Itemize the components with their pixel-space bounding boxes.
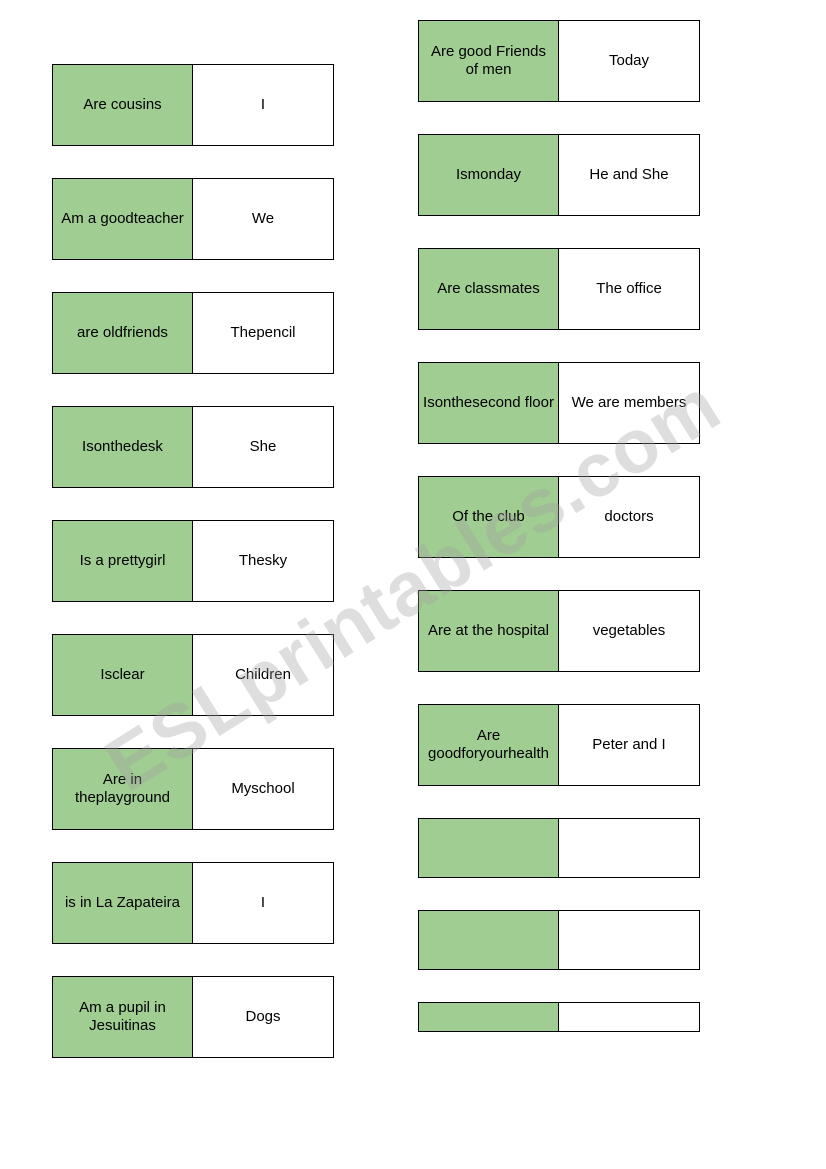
domino-right-half: The office	[559, 249, 699, 329]
domino-left-half: Isonthesecond floor	[419, 363, 559, 443]
domino-left-half	[419, 819, 559, 877]
domino-right-half: Thesky	[193, 521, 333, 601]
right-column: Are good Friends of menTodayIsmondayHe a…	[418, 20, 700, 1090]
domino-card: Is a prettygirlThesky	[52, 520, 334, 602]
domino-right-half: Peter and I	[559, 705, 699, 785]
domino-left-half: Of the club	[419, 477, 559, 557]
domino-left-half	[419, 911, 559, 969]
domino-right-half: He and She	[559, 135, 699, 215]
domino-card: Are goodforyourhealthPeter and I	[418, 704, 700, 786]
domino-right-half: vegetables	[559, 591, 699, 671]
domino-left-half: Are goodforyourhealth	[419, 705, 559, 785]
domino-right-half: doctors	[559, 477, 699, 557]
domino-left-half: are oldfriends	[53, 293, 193, 373]
domino-left-half: Are classmates	[419, 249, 559, 329]
domino-card: Are in theplaygroundMyschool	[52, 748, 334, 830]
domino-card: Are at the hospitalvegetables	[418, 590, 700, 672]
domino-left-half	[419, 1003, 559, 1031]
domino-right-half	[559, 1003, 699, 1031]
domino-card: IsmondayHe and She	[418, 134, 700, 216]
left-column: Are cousinsIAm a goodteacherWeare oldfri…	[52, 64, 334, 1090]
domino-right-half: We are members	[559, 363, 699, 443]
domino-left-half: Ismonday	[419, 135, 559, 215]
domino-card: Isonthesecond floorWe are members	[418, 362, 700, 444]
domino-right-half: Today	[559, 21, 699, 101]
domino-card: Am a goodteacherWe	[52, 178, 334, 260]
domino-right-half: Thepencil	[193, 293, 333, 373]
domino-right-half: Dogs	[193, 977, 333, 1057]
domino-card: Of the clubdoctors	[418, 476, 700, 558]
domino-left-half: Are at the hospital	[419, 591, 559, 671]
domino-left-half: Are cousins	[53, 65, 193, 145]
domino-page: Are cousinsIAm a goodteacherWeare oldfri…	[0, 0, 826, 1090]
domino-left-half: Am a goodteacher	[53, 179, 193, 259]
domino-right-half: Children	[193, 635, 333, 715]
domino-left-half: Am a pupil in Jesuitinas	[53, 977, 193, 1057]
domino-card	[418, 1002, 700, 1032]
domino-left-half: is in La Zapateira	[53, 863, 193, 943]
domino-card: Are cousinsI	[52, 64, 334, 146]
domino-left-half: Is a prettygirl	[53, 521, 193, 601]
domino-card: is in La ZapateiraI	[52, 862, 334, 944]
domino-right-half: I	[193, 65, 333, 145]
domino-right-half: I	[193, 863, 333, 943]
domino-left-half: Isclear	[53, 635, 193, 715]
domino-right-half: We	[193, 179, 333, 259]
domino-card: Are classmatesThe office	[418, 248, 700, 330]
domino-card: Am a pupil in JesuitinasDogs	[52, 976, 334, 1058]
domino-left-half: Are good Friends of men	[419, 21, 559, 101]
domino-left-half: Isonthedesk	[53, 407, 193, 487]
domino-card: IsclearChildren	[52, 634, 334, 716]
domino-card: are oldfriendsThepencil	[52, 292, 334, 374]
domino-card	[418, 818, 700, 878]
domino-right-half	[559, 911, 699, 969]
domino-right-half	[559, 819, 699, 877]
domino-card: IsonthedeskShe	[52, 406, 334, 488]
domino-card: Are good Friends of menToday	[418, 20, 700, 102]
domino-right-half: She	[193, 407, 333, 487]
domino-right-half: Myschool	[193, 749, 333, 829]
domino-card	[418, 910, 700, 970]
domino-left-half: Are in theplayground	[53, 749, 193, 829]
